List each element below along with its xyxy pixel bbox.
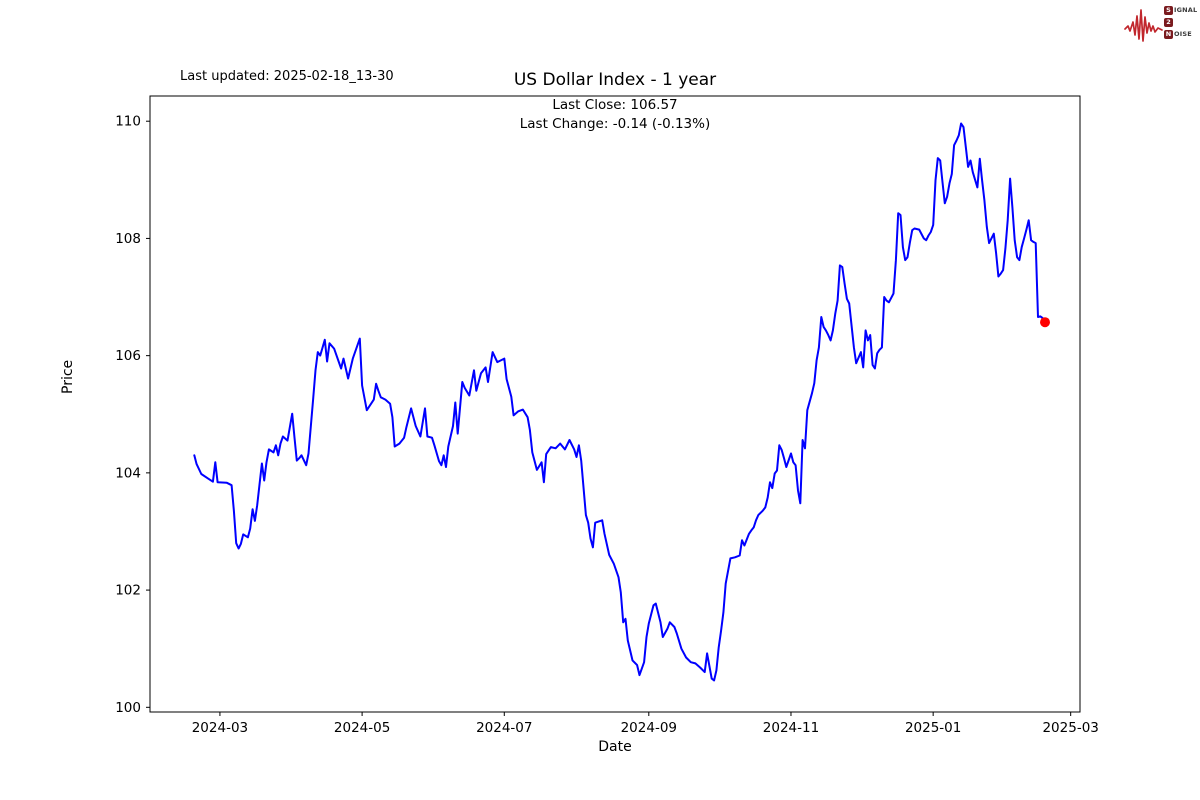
x-tick-label: 2024-07 (476, 720, 532, 736)
y-tick-label: 106 (115, 348, 141, 364)
y-tick-label: 110 (115, 114, 141, 130)
x-axis-label: Date (598, 739, 632, 755)
logo-row-signal: S IGNAL (1164, 6, 1197, 15)
last-close-annotation: Last Close: 106.57 (552, 97, 678, 113)
x-tick-label: 2025-01 (905, 720, 961, 736)
x-tick-label: 2024-03 (192, 720, 248, 736)
logo-wordmark: S IGNAL 2 N OISE (1164, 6, 1197, 42)
price-line (193, 122, 1046, 682)
logo-badge-2: 2 (1164, 18, 1173, 27)
logo-badge-n: N (1164, 30, 1173, 39)
logo-row-noise: N OISE (1164, 30, 1197, 39)
last-updated-text: Last updated: 2025-02-18_13-30 (180, 69, 394, 84)
y-axis-label: Price (60, 359, 76, 394)
y-tick-label: 104 (115, 465, 141, 481)
heartbeat-waveform-icon (1124, 9, 1163, 42)
x-tick-label: 2024-05 (334, 720, 390, 736)
last-change-annotation: Last Change: -0.14 (-0.13%) (519, 116, 711, 132)
plot-frame (149, 95, 1081, 713)
y-tick-label: 108 (115, 231, 141, 247)
x-tick-label: 2025-03 (1042, 720, 1098, 736)
brand-logo: S IGNAL 2 N OISE (1124, 4, 1197, 46)
logo-row-2: 2 (1164, 18, 1197, 27)
x-tick-label: 2024-11 (763, 720, 819, 736)
x-tick-label: 2024-09 (621, 720, 677, 736)
logo-text-oise: OISE (1174, 30, 1192, 39)
chart-title: US Dollar Index - 1 year (513, 70, 717, 90)
logo-badge-s: S (1164, 6, 1173, 15)
logo-text-ignal: IGNAL (1174, 6, 1198, 15)
y-tick-label: 100 (115, 700, 141, 716)
last-close-marker (1040, 317, 1050, 328)
y-tick-label: 102 (115, 583, 141, 599)
